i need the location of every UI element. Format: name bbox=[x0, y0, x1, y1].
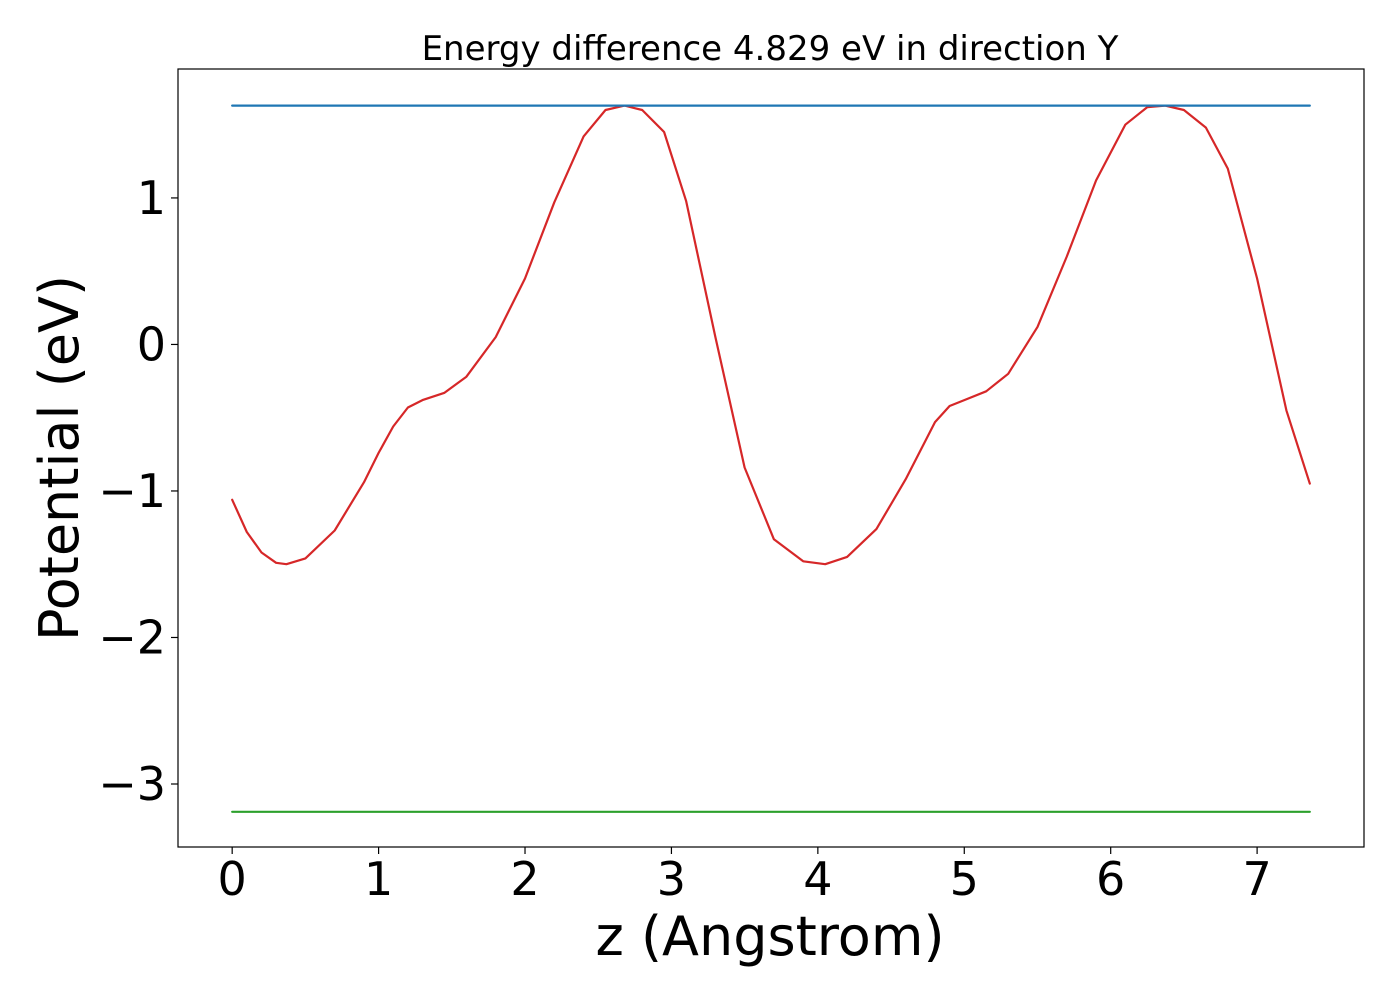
x-axis-label: z (Angstrom) bbox=[595, 905, 944, 968]
x-tick-label: 5 bbox=[950, 852, 979, 906]
y-tick-label: −2 bbox=[98, 610, 166, 664]
y-tick-label: 1 bbox=[137, 171, 166, 225]
x-tick-label: 6 bbox=[1096, 852, 1125, 906]
x-axis-ticks: 0 1 2 3 4 5 6 7 bbox=[218, 847, 1272, 906]
x-tick-label: 4 bbox=[803, 852, 832, 906]
y-tick-label: −1 bbox=[98, 464, 166, 518]
series-line-potential bbox=[231, 104, 1311, 566]
plot-frame bbox=[177, 68, 1365, 848]
y-tick-label: 0 bbox=[137, 317, 166, 371]
x-tick-label: 1 bbox=[364, 852, 393, 906]
y-tick-label: −3 bbox=[98, 757, 166, 811]
plot-area bbox=[177, 68, 1365, 848]
x-tick-label: 0 bbox=[218, 852, 247, 906]
y-axis-ticks: 1 0 −1 −2 −3 bbox=[98, 171, 178, 811]
x-tick-label: 7 bbox=[1242, 852, 1271, 906]
chart-title: Energy difference 4.829 eV in direction … bbox=[422, 29, 1119, 69]
y-axis-label: Potential (eV) bbox=[28, 275, 91, 641]
x-tick-label: 3 bbox=[657, 852, 686, 906]
x-tick-label: 2 bbox=[510, 852, 539, 906]
